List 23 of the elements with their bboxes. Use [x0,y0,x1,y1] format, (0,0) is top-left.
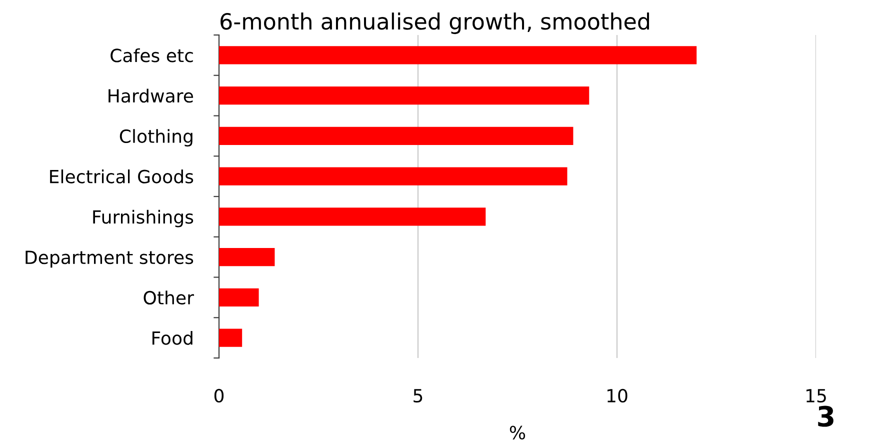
y-tick-label: Cafes etc [110,48,193,62]
x-tick-label: 15 [806,389,826,403]
text: 3 [818,406,834,427]
y-tick-label: Clothing [120,129,192,147]
bar [219,126,574,146]
x-tick-label: 0 [214,388,224,403]
x-tick-label: 5 [414,389,422,403]
y-tick-label: Department stores [26,250,194,268]
y-tick-label: Other [144,290,194,305]
y-tick-label: Hardware [108,88,194,103]
x-axis-title: % [510,426,526,440]
y-tick-label: Furnishings [93,210,194,228]
y-tick-label: Electrical Goods [50,169,194,184]
bar [219,86,590,105]
bar [219,288,259,307]
bar [219,248,275,266]
bar [219,167,568,186]
bar [219,328,242,347]
chart-title: 6-month annualised growth, smoothed [220,12,650,34]
y-tick-label: Food [152,330,192,345]
bar [219,208,486,226]
bar [219,46,697,64]
x-tick-label: 10 [607,388,628,403]
